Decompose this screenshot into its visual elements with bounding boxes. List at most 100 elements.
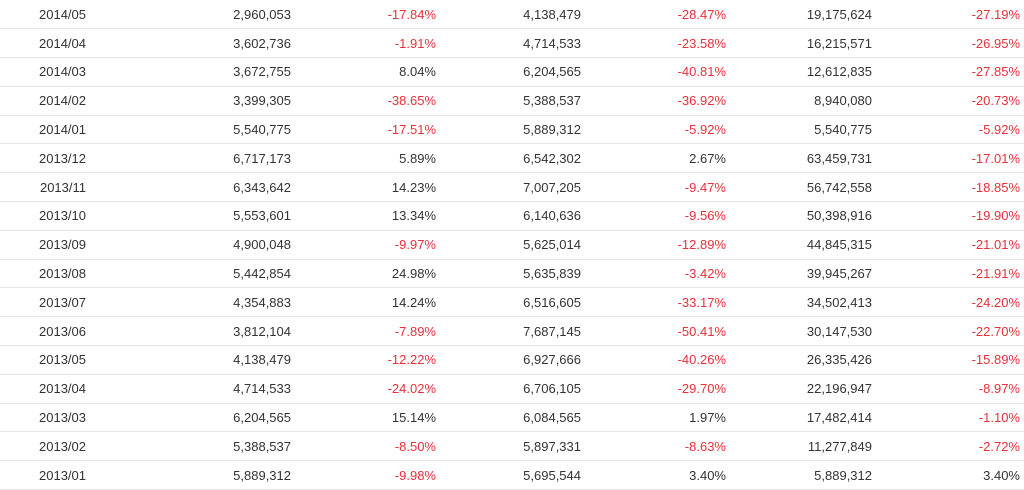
- value-cell-1: 4,138,479: [86, 345, 291, 375]
- change-cell-1: 15.14%: [291, 403, 436, 433]
- value-cell-1: 2,960,053: [86, 0, 291, 30]
- value-cell-3: 44,845,315: [726, 230, 872, 260]
- change-cell-1: -1.91%: [291, 28, 436, 59]
- change-cell-1: -38.65%: [291, 86, 436, 116]
- value-cell-1: 6,204,565: [86, 403, 291, 433]
- change-cell-1: -17.51%: [291, 115, 436, 145]
- change-cell-3: -19.90%: [872, 201, 1024, 231]
- value-cell-2: 5,897,331: [436, 431, 581, 462]
- change-cell-2: -5.92%: [581, 115, 726, 145]
- change-cell-3: -17.01%: [872, 143, 1024, 174]
- change-cell-1: -24.02%: [291, 374, 436, 404]
- change-cell-1: 13.34%: [291, 201, 436, 231]
- period-cell: 2013/08: [0, 259, 86, 289]
- value-cell-3: 17,482,414: [726, 403, 872, 433]
- change-cell-1: 8.04%: [291, 57, 436, 87]
- change-cell-2: 2.67%: [581, 143, 726, 174]
- value-cell-2: 6,140,636: [436, 201, 581, 231]
- value-cell-1: 5,388,537: [86, 431, 291, 462]
- value-cell-1: 3,672,755: [86, 57, 291, 87]
- value-cell-2: 6,204,565: [436, 57, 581, 87]
- table-row: 2013/09 4,900,048 -9.97% 5,625,014 -12.89% 44…: [0, 230, 1024, 260]
- table-row: 2013/01 5,889,312 -9.98% 5,695,544 3.40% 5,88…: [0, 460, 1024, 490]
- period-cell: 2013/06: [0, 316, 86, 347]
- table-row: 2014/03 3,672,755 8.04% 6,204,565 -40.81% 12,…: [0, 57, 1024, 87]
- change-cell-2: 1.97%: [581, 403, 726, 433]
- period-cell: 2013/04: [0, 374, 86, 404]
- period-cell: 2013/07: [0, 287, 86, 318]
- value-cell-1: 5,540,775: [86, 115, 291, 145]
- period-cell: 2013/02: [0, 431, 86, 462]
- value-cell-3: 30,147,530: [726, 316, 872, 347]
- value-cell-2: 7,007,205: [436, 172, 581, 203]
- value-cell-3: 63,459,731: [726, 143, 872, 174]
- period-cell: 2013/03: [0, 403, 86, 433]
- change-cell-1: 5.89%: [291, 143, 436, 174]
- change-cell-2: -9.56%: [581, 201, 726, 231]
- value-cell-1: 3,399,305: [86, 86, 291, 116]
- change-cell-3: -27.85%: [872, 57, 1024, 87]
- change-cell-3: -20.73%: [872, 86, 1024, 116]
- value-cell-2: 5,889,312: [436, 115, 581, 145]
- change-cell-3: -21.01%: [872, 230, 1024, 260]
- period-cell: 2014/03: [0, 57, 86, 87]
- change-cell-3: 3.40%: [872, 460, 1024, 490]
- table-row: 2013/08 5,442,854 24.98% 5,635,839 -3.42% 39,…: [0, 259, 1024, 289]
- change-cell-1: 14.24%: [291, 287, 436, 318]
- table-row: 2013/10 5,553,601 13.34% 6,140,636 -9.56% 50,…: [0, 201, 1024, 231]
- value-cell-2: 6,516,605: [436, 287, 581, 318]
- change-cell-1: -8.50%: [291, 431, 436, 462]
- change-cell-1: 24.98%: [291, 259, 436, 289]
- period-cell: 2013/11: [0, 172, 86, 203]
- value-cell-3: 5,889,312: [726, 460, 872, 490]
- change-cell-3: -15.89%: [872, 345, 1024, 375]
- change-cell-2: -8.63%: [581, 431, 726, 462]
- table-row: 2014/02 3,399,305 -38.65% 5,388,537 -36.92% 8…: [0, 86, 1024, 116]
- change-cell-2: -12.89%: [581, 230, 726, 260]
- change-cell-2: -29.70%: [581, 374, 726, 404]
- value-cell-1: 3,602,736: [86, 28, 291, 59]
- period-cell: 2014/01: [0, 115, 86, 145]
- change-cell-2: 3.40%: [581, 460, 726, 490]
- value-cell-3: 39,945,267: [726, 259, 872, 289]
- change-cell-3: -5.92%: [872, 115, 1024, 145]
- value-cell-1: 5,442,854: [86, 259, 291, 289]
- table-row: 2013/12 6,717,173 5.89% 6,542,302 2.67% 63,45…: [0, 143, 1024, 174]
- period-cell: 2013/10: [0, 201, 86, 231]
- value-cell-3: 50,398,916: [726, 201, 872, 231]
- change-cell-2: -9.47%: [581, 172, 726, 203]
- value-cell-3: 8,940,080: [726, 86, 872, 116]
- value-cell-1: 4,900,048: [86, 230, 291, 260]
- value-cell-1: 5,553,601: [86, 201, 291, 231]
- change-cell-2: -36.92%: [581, 86, 726, 116]
- value-cell-3: 5,540,775: [726, 115, 872, 145]
- value-cell-2: 6,927,666: [436, 345, 581, 375]
- change-cell-2: -23.58%: [581, 28, 726, 59]
- change-cell-3: -8.97%: [872, 374, 1024, 404]
- table-row: 2013/07 4,354,883 14.24% 6,516,605 -33.17% 34…: [0, 287, 1024, 318]
- change-cell-1: -17.84%: [291, 0, 436, 30]
- period-cell: 2014/04: [0, 28, 86, 59]
- value-cell-1: 4,354,883: [86, 287, 291, 318]
- period-cell: 2014/05: [0, 0, 86, 30]
- change-cell-3: -22.70%: [872, 316, 1024, 347]
- table-row: 2014/04 3,602,736 -1.91% 4,714,533 -23.58% 16…: [0, 28, 1024, 59]
- value-cell-3: 19,175,624: [726, 0, 872, 30]
- table-row: 2013/03 6,204,565 15.14% 6,084,565 1.97% 17,4…: [0, 403, 1024, 433]
- change-cell-3: -18.85%: [872, 172, 1024, 203]
- change-cell-2: -3.42%: [581, 259, 726, 289]
- change-cell-1: 14.23%: [291, 172, 436, 203]
- value-cell-3: 16,215,571: [726, 28, 872, 59]
- change-cell-3: -21.91%: [872, 259, 1024, 289]
- change-cell-1: -7.89%: [291, 316, 436, 347]
- value-cell-1: 4,714,533: [86, 374, 291, 404]
- value-cell-2: 6,542,302: [436, 143, 581, 174]
- change-cell-2: -28.47%: [581, 0, 726, 30]
- change-cell-2: -50.41%: [581, 316, 726, 347]
- change-cell-1: -12.22%: [291, 345, 436, 375]
- table-row: 2014/01 5,540,775 -17.51% 5,889,312 -5.92% 5,…: [0, 115, 1024, 145]
- change-cell-3: -1.10%: [872, 403, 1024, 433]
- period-cell: 2013/09: [0, 230, 86, 260]
